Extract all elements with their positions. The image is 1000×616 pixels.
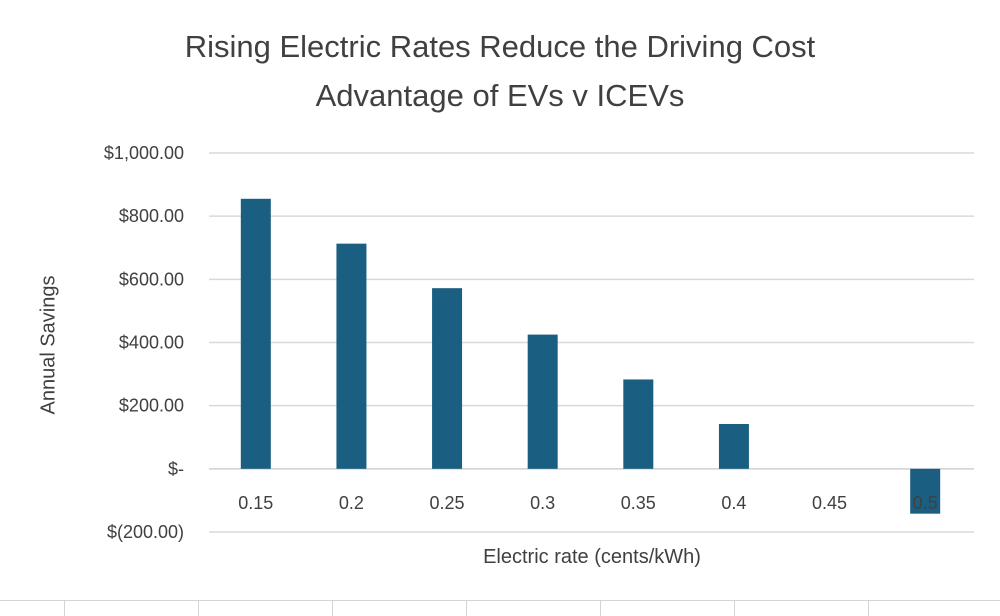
sheet-gridline	[64, 601, 65, 616]
bar	[718, 423, 749, 469]
chart-title-line-1: Rising Electric Rates Reduce the Driving…	[184, 29, 816, 64]
bar	[336, 243, 367, 469]
chart-plot: $1,000.00 $800.00 $600.00 $400.00 $200.00 $- $…	[104, 143, 974, 542]
bar	[527, 334, 558, 469]
y-tick-label: $(200.00)	[107, 522, 184, 542]
x-tick-label: 0.2	[339, 493, 364, 513]
y-tick-label: $-	[168, 459, 184, 479]
bar	[623, 379, 654, 469]
chart-title-line-2: Advantage of EVs v ICEVs	[315, 78, 685, 113]
y-tick-label: $200.00	[119, 396, 184, 416]
y-tick-label: $600.00	[119, 269, 184, 289]
sheet-grid-strip	[0, 600, 1000, 616]
x-tick-label: 0.3	[530, 493, 555, 513]
y-tick-label: $400.00	[119, 333, 184, 353]
sheet-gridline	[198, 601, 199, 616]
bar	[240, 198, 271, 469]
x-tick-label: 0.15	[238, 493, 273, 513]
x-tick-label: 0.25	[430, 493, 465, 513]
bar	[910, 468, 941, 514]
y-tick-label: $1,000.00	[104, 143, 184, 163]
chart-area: Rising Electric Rates Reduce the Driving…	[37, 29, 974, 568]
sheet-gridline	[734, 601, 735, 616]
bar	[432, 288, 463, 469]
x-axis-label: Electric rate (cents/kWh)	[483, 546, 701, 568]
x-tick-label: 0.5	[913, 493, 938, 513]
sheet-gridline	[600, 601, 601, 616]
x-tick-label: 0.45	[812, 493, 847, 513]
x-tick-label: 0.35	[621, 493, 656, 513]
sheet-gridline	[332, 601, 333, 616]
x-tick-label: 0.4	[721, 493, 746, 513]
sheet-gridline	[466, 601, 467, 616]
y-tick-label: $800.00	[119, 206, 184, 226]
sheet-gridline	[868, 601, 869, 616]
